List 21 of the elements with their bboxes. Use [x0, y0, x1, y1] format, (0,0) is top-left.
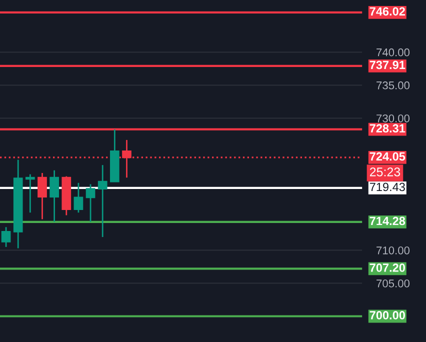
ref-line-label: 746.02 [370, 7, 405, 16]
y-tick-label: 730.00 [376, 114, 410, 122]
ref-line-label: 714.28 [370, 216, 406, 226]
ref-line-label: 737.91 [370, 60, 406, 70]
candlestick [98, 164, 108, 238]
ref-line-label: 719.43 [370, 182, 405, 192]
ref-line-label: 724.05 [370, 152, 406, 161]
candlestick [1, 226, 11, 248]
candlestick [74, 182, 84, 214]
y-tick-label: 740.00 [376, 48, 410, 56]
y-tick-label: 735.00 [376, 81, 410, 90]
candlestick [86, 184, 96, 223]
candlestick [50, 170, 59, 223]
y-tick-label: 710.00 [376, 246, 410, 254]
ref-line-label: 700.00 [370, 311, 405, 320]
ref-line-label: 707.20 [370, 264, 405, 272]
candlestick [25, 174, 35, 214]
candlestick [38, 172, 47, 220]
y-tick-label: 705.00 [376, 280, 410, 288]
text: 25:23 [370, 168, 400, 176]
ref-line-label: 728.31 [370, 124, 406, 133]
